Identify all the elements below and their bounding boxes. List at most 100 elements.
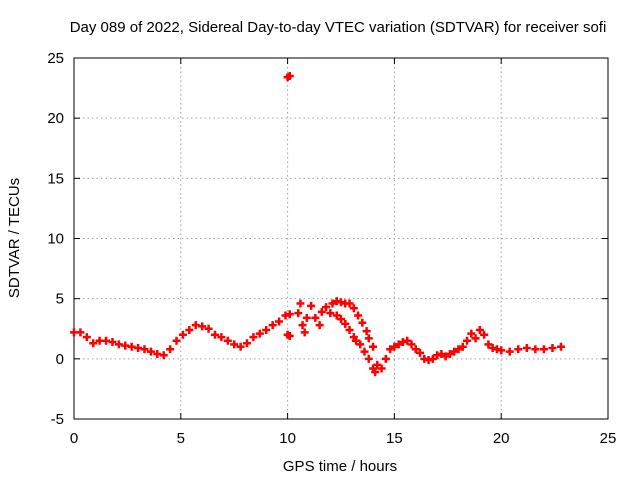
data-point [275, 317, 284, 326]
data-point [356, 340, 365, 349]
data-point [82, 333, 91, 342]
data-point [307, 301, 316, 310]
data-point [326, 309, 335, 318]
y-tick-label: 10 [47, 231, 64, 248]
data-point [454, 345, 463, 354]
data-point [262, 325, 271, 334]
data-point [210, 330, 219, 339]
data-point [178, 330, 187, 339]
data-point [358, 318, 367, 327]
data-point [315, 321, 324, 330]
x-tick-label: 20 [493, 430, 510, 447]
data-point [349, 304, 358, 313]
data-point [471, 334, 480, 343]
data-point [360, 347, 369, 356]
data-point [411, 345, 420, 354]
data-point [198, 322, 207, 331]
data-point [484, 340, 493, 349]
data-point [458, 342, 467, 351]
data-point [557, 342, 566, 351]
data-point [450, 347, 459, 356]
y-tick-label: 5 [56, 291, 64, 308]
data-point [236, 342, 245, 351]
data-point [505, 347, 514, 356]
data-point [373, 360, 382, 369]
data-point [345, 299, 354, 308]
y-axis-label: SDTVAR / TECUs [6, 178, 23, 298]
data-point [172, 336, 181, 345]
data-point [377, 364, 386, 373]
axis-ticks: 0 5 10 15 20 25 -5 0 5 10 15 20 25 [47, 50, 616, 447]
data-point [185, 325, 194, 334]
y-tick-label: -5 [51, 411, 64, 428]
data-point [497, 346, 506, 355]
data-point [403, 336, 412, 345]
data-point [140, 345, 149, 354]
data-point [159, 351, 168, 360]
data-point [548, 344, 557, 353]
data-point [531, 345, 540, 354]
data-point [341, 319, 350, 328]
data-point [522, 344, 531, 353]
data-point [204, 324, 213, 333]
data-point [354, 311, 363, 320]
data-point [298, 321, 307, 330]
data-point [230, 340, 239, 349]
x-tick-label: 0 [70, 430, 78, 447]
data-point [89, 339, 98, 348]
data-point [480, 330, 489, 339]
data-point [268, 321, 277, 330]
data-point [146, 347, 155, 356]
data-point [243, 339, 252, 348]
data-point [394, 340, 403, 349]
data-point [311, 313, 320, 322]
x-tick-label: 10 [279, 430, 296, 447]
data-point [475, 325, 484, 334]
data-point [332, 311, 341, 320]
data-point [349, 333, 358, 342]
data-point [381, 354, 390, 363]
data-point [463, 336, 472, 345]
data-point [445, 350, 454, 359]
chart-title: Day 089 of 2022, Sidereal Day-to-day VTE… [70, 19, 607, 36]
data-point [337, 315, 345, 324]
y-tick-label: 0 [56, 351, 64, 368]
data-point [217, 333, 226, 342]
data-point [364, 354, 373, 363]
data-point [441, 352, 450, 361]
data-point [108, 337, 117, 346]
data-point [371, 368, 380, 377]
data-point [296, 299, 305, 308]
grid-lines [74, 58, 608, 419]
y-tick-label: 20 [47, 110, 64, 127]
data-point [285, 331, 294, 340]
data-point [362, 327, 371, 336]
data-point [249, 333, 258, 342]
y-tick-label: 25 [47, 50, 64, 67]
data-point [166, 345, 175, 354]
data-point [300, 328, 309, 337]
data-points [70, 72, 566, 377]
data-point [302, 313, 311, 322]
x-tick-label: 5 [177, 430, 185, 447]
data-point [76, 328, 85, 337]
y-tick-label: 15 [47, 170, 64, 187]
x-axis-label: GPS time / hours [283, 458, 397, 475]
data-point [407, 340, 416, 349]
data-point [386, 345, 395, 354]
data-point [514, 345, 523, 354]
data-point [467, 329, 476, 338]
x-tick-label: 25 [600, 430, 617, 447]
data-point [428, 354, 437, 363]
x-tick-label: 15 [386, 430, 403, 447]
data-point [317, 307, 326, 316]
data-point [328, 299, 337, 308]
data-point [416, 348, 425, 357]
data-point [437, 350, 446, 359]
data-point [322, 303, 331, 312]
data-point [285, 310, 294, 319]
data-point [364, 334, 373, 343]
data-point [294, 309, 303, 318]
data-point [223, 336, 232, 345]
